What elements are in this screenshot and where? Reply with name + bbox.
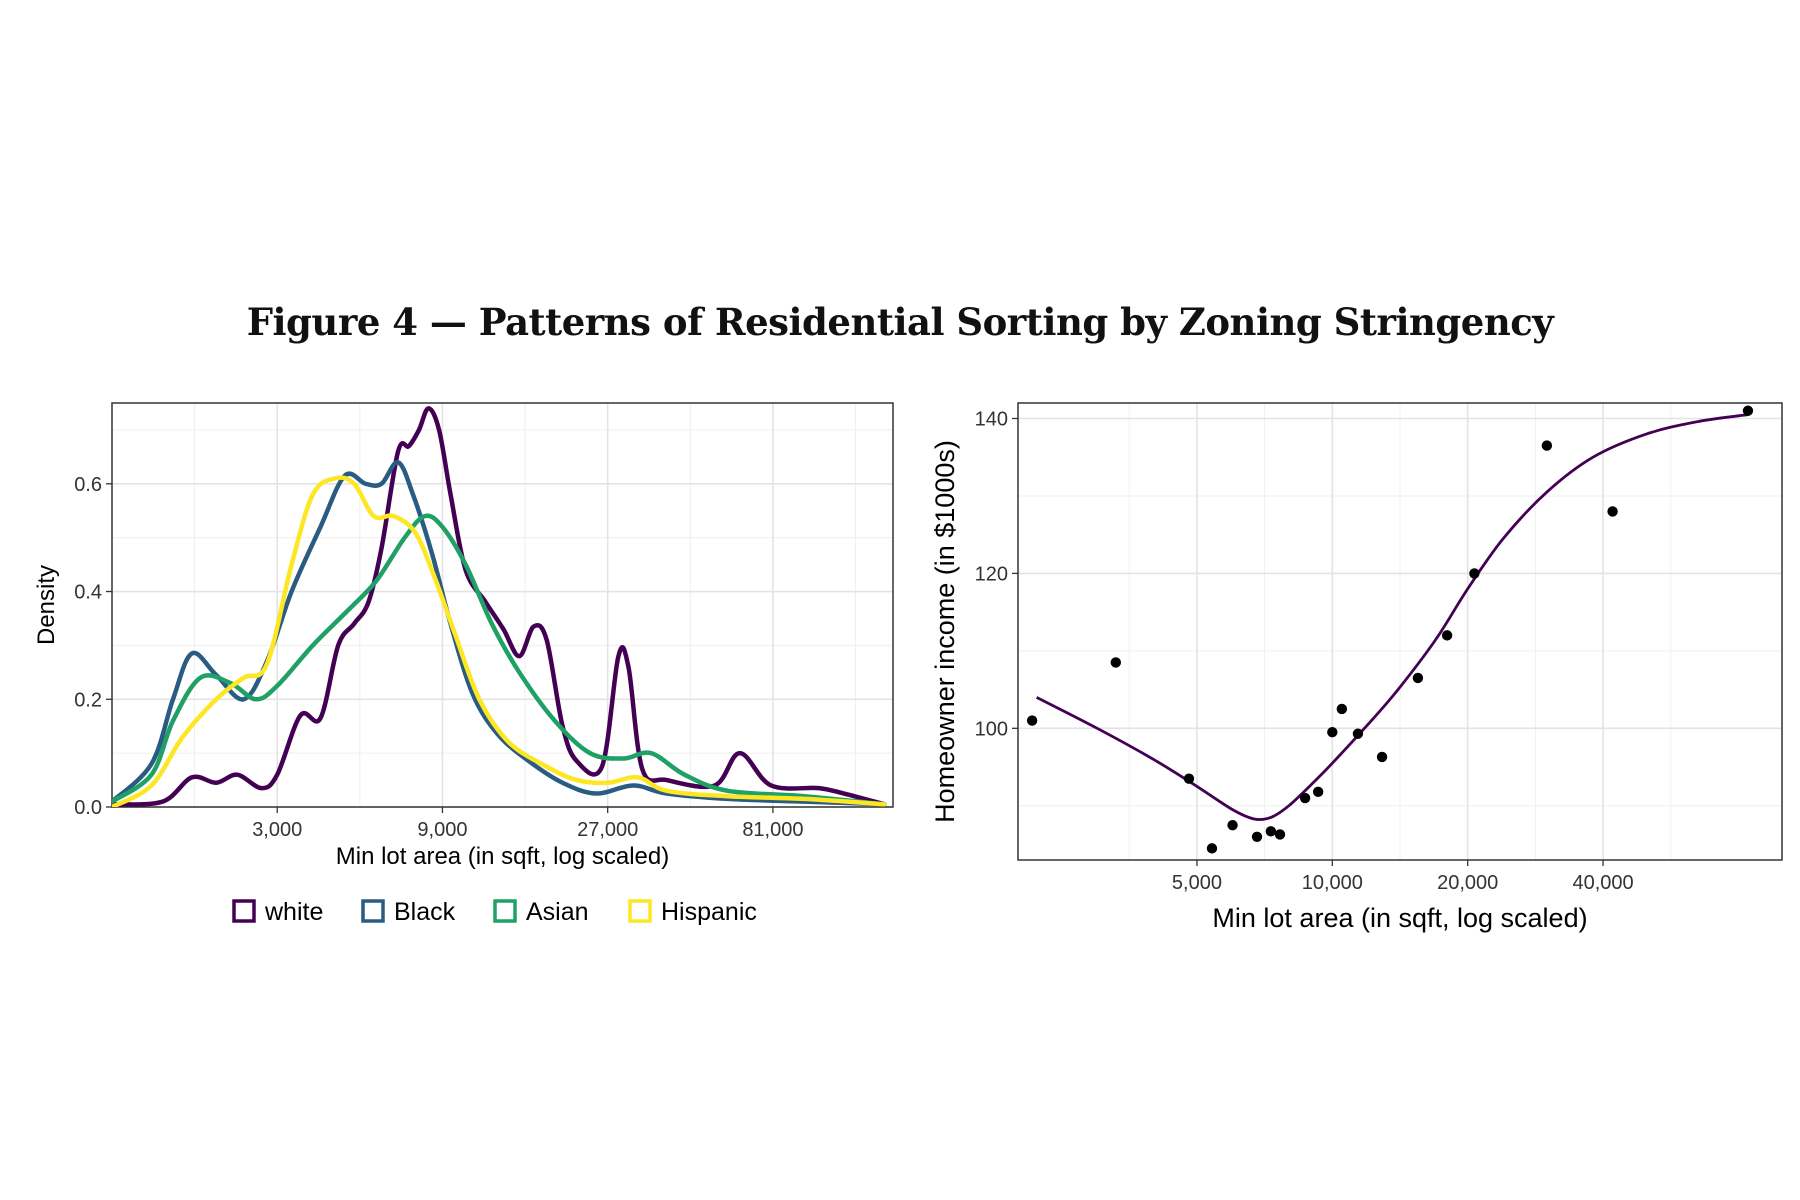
scatter-x-tick-label: 20,000 bbox=[1437, 872, 1498, 894]
scatter-x-tick-label: 10,000 bbox=[1302, 872, 1363, 894]
density-x-tick-label: 27,000 bbox=[577, 819, 638, 841]
legend-key-hispanic bbox=[628, 899, 652, 923]
density-x-tick-label: 81,000 bbox=[742, 819, 803, 841]
legend-key-asian bbox=[493, 899, 517, 923]
scatter-point bbox=[1607, 506, 1618, 517]
density-y-tick-label: 0.4 bbox=[74, 582, 102, 604]
density-panel-border bbox=[111, 402, 894, 808]
scatter-point bbox=[1312, 786, 1324, 798]
scatter-point bbox=[1412, 672, 1424, 684]
scatter-point bbox=[1183, 773, 1195, 784]
density-x-tick-label: 3,000 bbox=[252, 819, 302, 841]
scatter-y-axis-label: Homeowner income (in $1000s) bbox=[930, 440, 960, 823]
scatter-point bbox=[1327, 726, 1338, 738]
density-y-axis-label: Density bbox=[33, 565, 60, 645]
scatter-point bbox=[1541, 440, 1553, 451]
scatter-point bbox=[1265, 826, 1277, 837]
density-line-hispanic bbox=[112, 475, 887, 807]
scatter-panel-border bbox=[1017, 402, 1783, 861]
scatter-x-tick-label: 5,000 bbox=[1172, 872, 1222, 894]
scatter-point bbox=[1274, 829, 1286, 840]
density-grid bbox=[112, 403, 893, 808]
scatter-point bbox=[1352, 728, 1364, 739]
scatter-point bbox=[1441, 630, 1453, 641]
scatter-x-axis-label: Min lot area (in sqft, log scaled) bbox=[1212, 903, 1587, 933]
scatter-point bbox=[1026, 715, 1038, 726]
scatter-y-tick-label: 120 bbox=[975, 563, 1008, 585]
scatter-point bbox=[1227, 819, 1238, 831]
scatter-point bbox=[1110, 657, 1121, 668]
scatter-point bbox=[1336, 703, 1348, 715]
density-y-tick-label: 0.6 bbox=[74, 474, 102, 496]
scatter-point bbox=[1376, 751, 1388, 763]
density-x-axis-label: Min lot area (in sqft, log scaled) bbox=[336, 843, 669, 870]
scatter-point bbox=[1206, 843, 1218, 854]
scatter-grid bbox=[1018, 403, 1782, 860]
smooth-fit-line bbox=[1035, 413, 1749, 822]
legend-label-asian: Asian bbox=[526, 898, 589, 926]
figure-title: Figure 4 — Patterns of Residential Sorti… bbox=[246, 300, 1554, 344]
density-x-tick-label: 9,000 bbox=[417, 819, 467, 841]
scatter-point bbox=[1299, 792, 1311, 804]
legend-label-hispanic: Hispanic bbox=[661, 898, 757, 926]
scatter-x-tick-label: 40,000 bbox=[1572, 872, 1633, 894]
scatter-point bbox=[1469, 568, 1480, 579]
legend-key-white bbox=[232, 899, 256, 923]
density-line-white bbox=[112, 406, 887, 807]
legend-label-black: Black bbox=[394, 898, 456, 926]
scatter-point bbox=[1251, 831, 1263, 842]
scatter-y-tick-label: 140 bbox=[975, 408, 1008, 430]
legend-label-white: white bbox=[264, 898, 323, 926]
density-y-tick-label: 0.0 bbox=[74, 797, 102, 819]
density-line-asian bbox=[112, 513, 887, 807]
scatter-point bbox=[1742, 405, 1754, 416]
legend-key-black bbox=[361, 899, 385, 923]
scatter-y-tick-label: 100 bbox=[975, 718, 1008, 740]
density-y-tick-label: 0.2 bbox=[74, 689, 102, 711]
